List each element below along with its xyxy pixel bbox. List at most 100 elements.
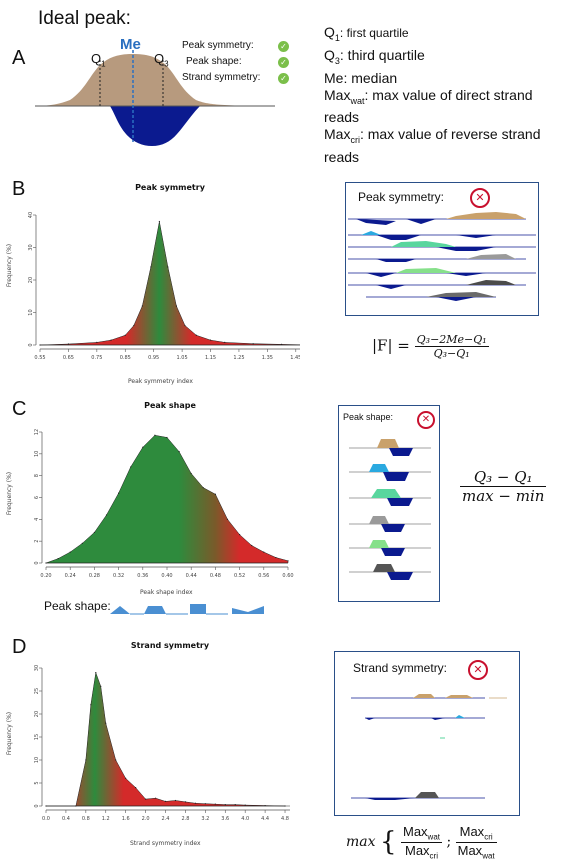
legend-q1: Q1: first quartile [324,24,409,43]
data-point [202,487,204,489]
chart-c-ylabel: Frequency (%) [6,471,14,516]
y-tick-label: 0 [28,343,34,346]
x-tick-label: 0.55 [34,355,45,361]
data-point [214,493,216,495]
fail-icon: ✕ [468,660,488,680]
y-tick-label: 40 [28,212,34,218]
data-point [251,544,253,547]
data-point [190,472,192,475]
check-peak-shape-label: Peak shape: [186,56,242,67]
legend-maxcri: Maxcri: max value of reverse strand [324,126,541,146]
y-tick-label: 25 [34,688,40,694]
x-tick-label: 2.8 [181,816,189,822]
x-tick-label: 0.48 [210,573,221,579]
panel-label-d: D [12,636,27,658]
box-d-title: Strand symmetry: [353,661,448,675]
y-tick-label: 20 [28,277,34,283]
y-tick-label: 15 [34,734,40,740]
data-point [90,704,92,706]
x-tick-label: 4.8 [281,816,289,822]
y-tick-label: 0 [34,561,40,564]
data-point [144,798,147,800]
check-strand-symmetry-label: Strand symmetry: [182,72,261,83]
data-point [118,492,120,494]
data-point [287,560,289,562]
data-point [184,801,187,803]
data-point [105,722,107,724]
legend-maxwat: Maxwat: max value of direct strand [324,86,533,106]
peak-symmetry-examples-box: Peak symmetry: ✕ [345,182,539,316]
y-tick-label: 10 [28,309,34,315]
data-point [69,551,71,553]
x-tick-label: 0.0 [42,816,50,822]
data-point [150,266,152,268]
chart-b-ylabel: Frequency (%) [6,243,14,288]
data-point [275,556,277,559]
data-point [167,266,169,268]
chart-b: 0 10 20 30 40 0.55 0.65 0.75 0.85 0.95 1.05 1.15 1.2… [28,212,300,361]
definitions-legend: Q1: first quartile Q3: third quartile Me… [324,24,574,166]
median-marker-label: Me [120,36,141,53]
x-tick-label: 4.4 [261,816,269,822]
data-point [178,451,180,453]
peak-shape-examples-box: Peak shape: ✕ [338,405,440,602]
reverse-strand-peak [110,106,200,146]
data-point [224,804,226,806]
data-point [226,518,229,520]
y-tick-label: 4 [34,518,40,521]
data-point [110,339,112,341]
x-tick-label: 0.32 [113,573,124,579]
data-point [175,305,178,307]
chart-c-title: Peak shape [144,401,196,410]
peak-shape-icons [110,604,264,615]
peak-symmetry-formula: |F| = Q₃−2Me−Q₁ Q₃−Q₁ [372,333,489,360]
data-point [158,220,160,223]
x-tick-label: 1.05 [177,355,188,361]
data-point [209,339,212,341]
q1-marker-label: Q1 [91,51,106,69]
fail-icon: ✕ [470,188,490,208]
x-tick-label: 4.0 [241,816,249,822]
data-point [244,804,246,806]
x-tick-label: 1.2 [102,816,110,822]
panel-label-b: B [12,178,26,200]
panel-label-a: A [12,47,26,69]
x-tick-label: 2.4 [162,816,170,822]
y-tick-label: 20 [34,711,40,717]
chart-b-title: Peak symmetry [135,183,205,192]
x-tick-label: 1.15 [205,355,216,361]
shape-example-tracks [349,439,431,580]
symmetry-example-tracks [348,212,536,301]
chart-d: 0 5 10 15 20 25 30 0.0 0.4 0.8 1.2 1.6 2.0 2.4 2.8 3.2 3… [34,665,290,822]
y-tick-label: 12 [34,429,40,435]
x-tick-label: 1.35 [262,355,273,361]
x-tick-label: 0.8 [82,816,90,822]
x-tick-label: 0.40 [161,573,172,579]
x-tick-label: 0.65 [63,355,74,361]
data-point [166,436,168,439]
direct-strand-peak [35,54,275,106]
x-tick-label: 0.85 [120,355,131,361]
data-point [224,341,226,343]
data-point [174,799,177,802]
check-icon: ✓ [278,73,289,84]
x-tick-label: 0.56 [258,573,269,579]
x-tick-label: 1.45 [290,355,300,361]
page-heading: Ideal peak: [38,8,131,29]
data-point [133,324,135,327]
data-point [57,558,59,560]
data-point [115,759,117,761]
data-point [81,542,83,544]
x-tick-label: 0.52 [234,573,245,579]
data-point [239,534,241,536]
fail-icon: ✕ [417,411,435,429]
x-tick-label: 0.60 [282,573,293,579]
x-tick-label: 0.28 [89,573,100,579]
data-point [141,305,143,307]
x-tick-label: 3.2 [201,816,209,822]
q3-marker-label: Q3 [154,51,169,69]
y-tick-label: 10 [34,451,40,457]
y-tick-label: 6 [34,496,40,499]
data-point [85,759,87,761]
x-tick-label: 2.0 [142,816,150,822]
